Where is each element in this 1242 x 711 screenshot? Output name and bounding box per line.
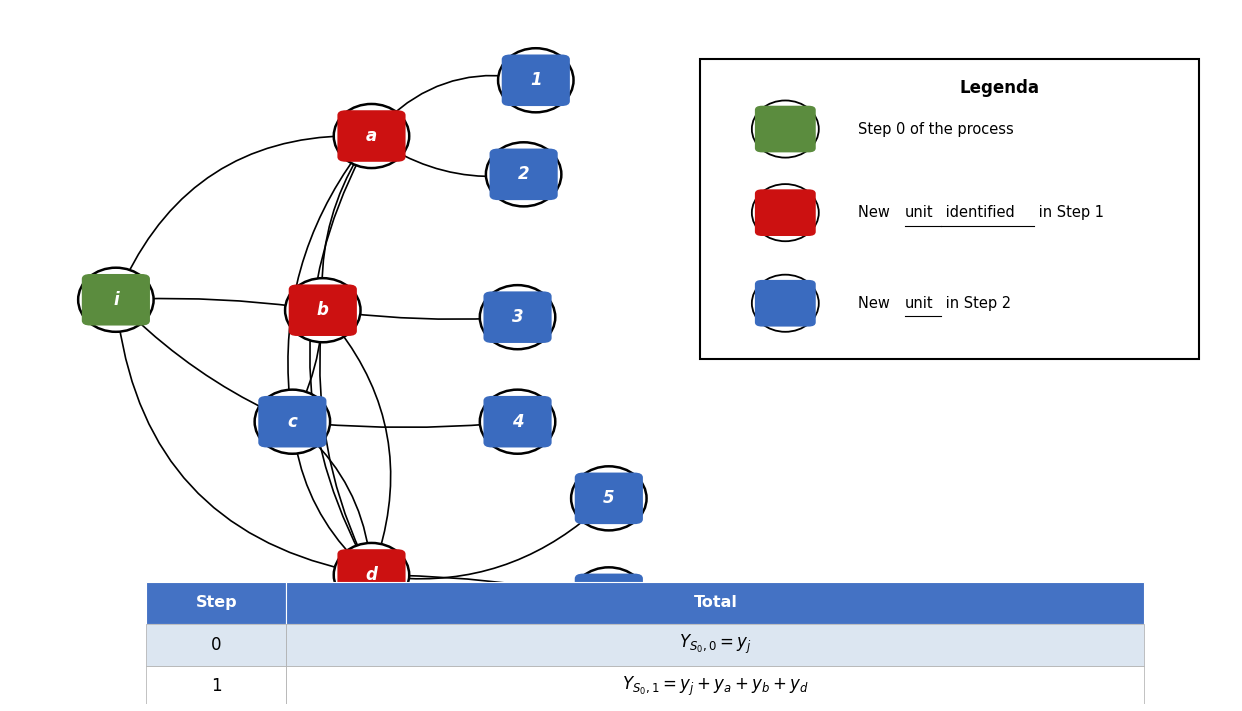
Ellipse shape (571, 567, 647, 631)
Text: 5: 5 (604, 489, 615, 508)
Text: i: i (113, 291, 119, 309)
Text: 0: 0 (211, 636, 221, 653)
Text: Step 0 of the process: Step 0 of the process (858, 122, 1015, 137)
Text: unit: unit (904, 205, 933, 220)
FancyBboxPatch shape (575, 473, 643, 524)
Text: Step: Step (195, 595, 237, 610)
FancyBboxPatch shape (286, 707, 1144, 711)
FancyBboxPatch shape (286, 665, 1144, 707)
FancyBboxPatch shape (575, 574, 643, 625)
Ellipse shape (751, 100, 818, 158)
Text: 4: 4 (512, 412, 523, 431)
Ellipse shape (286, 278, 360, 342)
Ellipse shape (498, 48, 574, 112)
FancyBboxPatch shape (489, 149, 558, 200)
FancyBboxPatch shape (286, 624, 1144, 665)
FancyBboxPatch shape (147, 707, 286, 711)
Text: 1: 1 (530, 71, 542, 90)
Ellipse shape (334, 104, 409, 168)
FancyBboxPatch shape (483, 292, 551, 343)
Ellipse shape (78, 268, 154, 332)
Text: Total: Total (693, 595, 738, 610)
Text: a: a (366, 127, 378, 145)
Text: Legenda: Legenda (960, 79, 1040, 97)
Ellipse shape (255, 390, 330, 454)
FancyBboxPatch shape (755, 189, 816, 236)
FancyBboxPatch shape (258, 396, 327, 447)
FancyBboxPatch shape (502, 55, 570, 106)
Text: identified: identified (940, 205, 1015, 220)
Text: $Y_{S_{0},1} = y_j + y_a + y_b + y_d$: $Y_{S_{0},1} = y_j + y_a + y_b + y_d$ (622, 675, 809, 698)
Text: in Step 2: in Step 2 (940, 296, 1011, 311)
FancyBboxPatch shape (147, 665, 286, 707)
FancyBboxPatch shape (147, 624, 286, 665)
FancyBboxPatch shape (147, 582, 286, 624)
FancyBboxPatch shape (700, 59, 1199, 359)
Ellipse shape (751, 274, 818, 332)
Text: $Y_{S_{0},0} = y_j$: $Y_{S_{0},0} = y_j$ (679, 633, 751, 656)
Text: d: d (365, 566, 378, 584)
FancyBboxPatch shape (288, 284, 356, 336)
Text: New: New (858, 296, 894, 311)
Text: 6: 6 (604, 590, 615, 609)
Ellipse shape (751, 184, 818, 241)
Text: b: b (317, 301, 329, 319)
Text: in Step 1: in Step 1 (1033, 205, 1104, 220)
Ellipse shape (334, 543, 409, 607)
FancyBboxPatch shape (755, 280, 816, 326)
Text: 2: 2 (518, 166, 529, 183)
Text: New: New (858, 205, 894, 220)
Ellipse shape (479, 285, 555, 349)
FancyBboxPatch shape (338, 549, 406, 601)
FancyBboxPatch shape (755, 106, 816, 152)
Ellipse shape (571, 466, 647, 530)
Ellipse shape (486, 142, 561, 206)
FancyBboxPatch shape (82, 274, 150, 326)
Text: unit: unit (904, 296, 933, 311)
FancyBboxPatch shape (338, 110, 406, 162)
FancyBboxPatch shape (483, 396, 551, 447)
FancyBboxPatch shape (286, 582, 1144, 624)
Text: c: c (287, 412, 297, 431)
Ellipse shape (479, 390, 555, 454)
Text: 1: 1 (211, 678, 221, 695)
Text: 3: 3 (512, 308, 523, 326)
